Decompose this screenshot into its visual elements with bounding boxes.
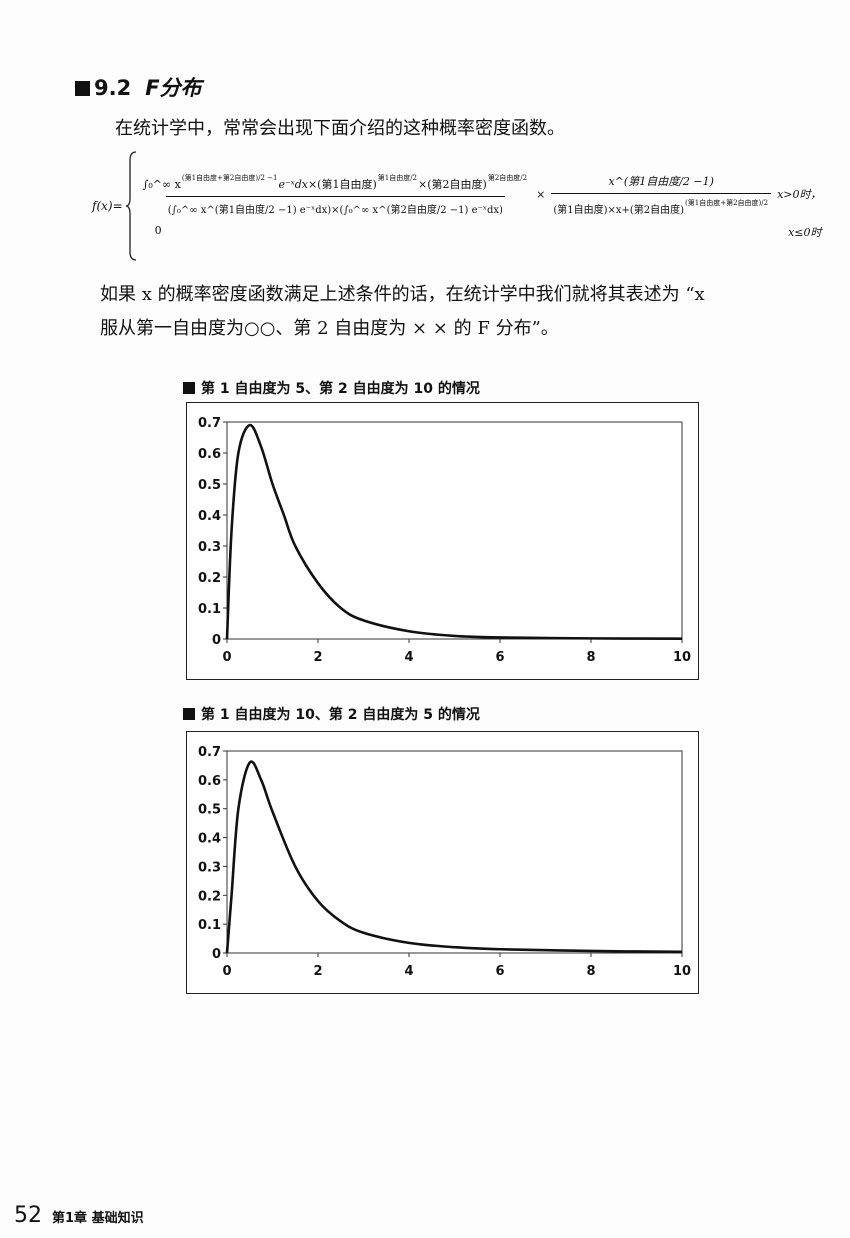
- times-sign: ×: [536, 187, 546, 201]
- paragraph-line: 如果 x 的概率密度函数满足上述条件的话，在统计学中我们就将其表述为 “x: [100, 284, 705, 305]
- chart2-title: 第 1 自由度为 10、第 2 自由度为 5 的情况: [183, 704, 480, 724]
- y-tick-label: 0.6: [198, 447, 221, 462]
- chart1: 0 0.1 0.2 0.3 0.4 0.5 0.6 0.7 0 2 4 6 8 10: [186, 402, 699, 680]
- num-df1: ×(第1自由度): [307, 177, 377, 191]
- square-bullet-icon: [183, 708, 195, 720]
- y-tick-label: 0.1: [198, 602, 221, 617]
- f-distribution-formula: f(x)= ∫₀^∞ x(第1自由度+第2自由度)/2 −1e⁻ˣdx×(第1自…: [92, 150, 847, 262]
- square-bullet-icon: [75, 81, 90, 96]
- num-df1-exp: 第1自由度/2: [377, 173, 418, 182]
- num-e-term: e⁻ˣdx: [278, 177, 308, 191]
- num-df2: ×(第2自由度): [418, 177, 487, 191]
- y-tick-label: 0.4: [198, 832, 221, 847]
- formula-lhs: f(x)=: [92, 199, 123, 213]
- x-tick-label: 8: [586, 650, 595, 665]
- chart1-title: 第 1 自由度为 5、第 2 自由度为 10 的情况: [183, 378, 480, 398]
- y-tick-label: 0.2: [198, 889, 221, 904]
- right-denominator: (第1自由度)×x+(第2自由度): [553, 204, 685, 216]
- x-tick-label: 10: [673, 650, 691, 665]
- y-tick-label: 0.4: [198, 509, 221, 524]
- page-footer: 52 第1章 基础知识: [14, 1203, 144, 1228]
- x-tick-label: 2: [313, 964, 322, 979]
- x-tick-label: 6: [495, 650, 504, 665]
- left-brace-icon: [125, 151, 136, 261]
- x-tick-label: 8: [586, 964, 595, 979]
- y-tick-label: 0.6: [198, 774, 221, 789]
- y-tick-label: 0.7: [198, 416, 221, 431]
- paragraph-line: 服从第一自由度为○○、第 2 自由度为 × × 的 F 分布”。: [100, 318, 559, 339]
- x-tick-label: 2: [313, 650, 322, 665]
- num-exponent: (第1自由度+第2自由度)/2 −1: [181, 173, 278, 182]
- y-tick-label: 0: [212, 633, 221, 648]
- y-tick-label: 0.2: [198, 571, 221, 586]
- right-denominator-group: (第1自由度)×x+(第2自由度)(第1自由度+第2自由度)/2: [551, 192, 772, 216]
- gamma-ratio-numerator: ∫₀^∞ x(第1自由度+第2自由度)/2 −1e⁻ˣdx×(第1自由度)第1自…: [141, 173, 530, 196]
- section-heading: 9.2 F分布: [75, 72, 202, 102]
- chart1-title-text: 第 1 自由度为 5、第 2 自由度为 10 的情况: [201, 381, 480, 397]
- zero-case: 0: [154, 223, 162, 237]
- y-tick-label: 0.5: [198, 478, 221, 493]
- positive-case: ∫₀^∞ x(第1自由度+第2自由度)/2 −1e⁻ˣdx×(第1自由度)第1自…: [141, 173, 822, 216]
- formula-cases: ∫₀^∞ x(第1自由度+第2自由度)/2 −1e⁻ˣdx×(第1自由度)第1自…: [141, 173, 822, 240]
- nonpositive-case: 0 x≤0时: [141, 224, 822, 240]
- density-curve: [225, 423, 683, 640]
- den-gamma2: ×(∫₀^∞ x^(第2自由度/2 −1) e⁻ˣdx): [331, 204, 503, 216]
- chart2: 0 0.1 0.2 0.3 0.4 0.5 0.6 0.7 0 2 4 6 8 10: [186, 731, 699, 994]
- section-number: 9.2: [94, 76, 132, 100]
- x-tick-label: 4: [404, 964, 413, 979]
- gamma-ratio-fraction: ∫₀^∞ x(第1自由度+第2自由度)/2 −1e⁻ˣdx×(第1自由度)第1自…: [141, 173, 530, 216]
- page-number: 52: [14, 1203, 42, 1228]
- x-tick-label: 4: [404, 650, 413, 665]
- plot-area: [226, 421, 683, 640]
- section-title: F分布: [145, 76, 202, 100]
- x-tick-label: 6: [495, 964, 504, 979]
- y-tick-label: 0.7: [198, 745, 221, 760]
- y-tick-label: 0.1: [198, 918, 221, 933]
- y-tick-label: 0.5: [198, 803, 221, 818]
- x-tick-label: 0: [222, 964, 231, 979]
- square-bullet-icon: [183, 382, 195, 394]
- y-tick-label: 0: [212, 947, 221, 962]
- chart2-title-text: 第 1 自由度为 10、第 2 自由度为 5 的情况: [201, 707, 480, 723]
- right-numerator: x^(第1自由度/2 −1): [608, 174, 714, 188]
- x-tick-label: 0: [222, 650, 231, 665]
- chapter-label: 第1章 基础知识: [52, 1211, 144, 1226]
- y-tick-label: 0.3: [198, 540, 221, 555]
- num-integral: ∫₀^∞ x: [142, 177, 181, 191]
- num-df2-exp: 第2自由度/2: [487, 173, 528, 182]
- condition-positive: x>0时，: [777, 188, 822, 201]
- explanation-paragraph: 如果 x 的概率密度函数满足上述条件的话，在统计学中我们就将其表述为 “x 服从…: [100, 278, 847, 346]
- condition-nonpositive: x≤0时: [788, 225, 822, 239]
- density-curve: [225, 760, 683, 954]
- power-fraction: x^(第1自由度/2 −1) (第1自由度)×x+(第2自由度)(第1自由度+第…: [551, 173, 772, 216]
- gamma-ratio-denominator: (∫₀^∞ x^(第1自由度/2 −1) e⁻ˣdx)×(∫₀^∞ x^(第2自…: [165, 195, 505, 216]
- right-den-exp: (第1自由度+第2自由度)/2: [685, 198, 769, 207]
- x-tick-label: 10: [673, 964, 691, 979]
- y-tick-label: 0.3: [198, 860, 221, 875]
- formula-and-paragraph: f(x)= ∫₀^∞ x(第1自由度+第2自由度)/2 −1e⁻ˣdx×(第1自…: [92, 150, 847, 346]
- plot-area: [226, 750, 683, 954]
- intro-text: 在统计学中，常常会出现下面介绍的这种概率密度函数。: [115, 118, 565, 139]
- den-gamma1: (∫₀^∞ x^(第1自由度/2 −1) e⁻ˣdx): [167, 204, 332, 216]
